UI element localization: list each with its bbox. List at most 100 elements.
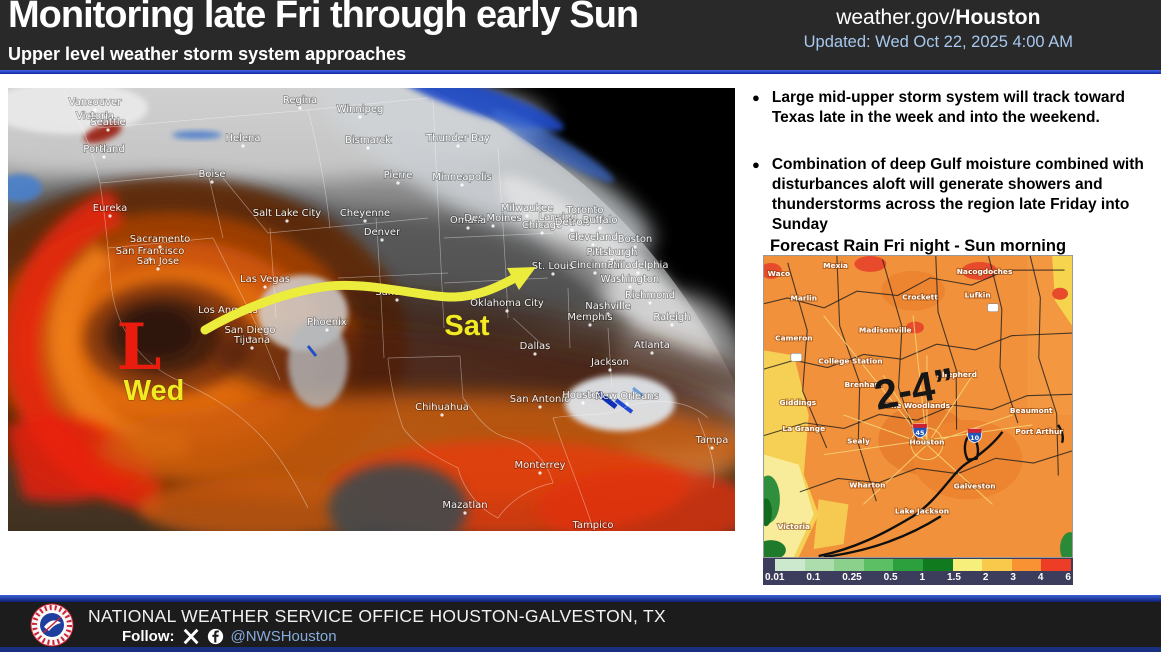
city-label: Denver [364, 227, 401, 238]
city-label: Nacogdoches [957, 267, 1013, 276]
city-label: Thunder Bay [425, 133, 490, 144]
state-borders [62, 87, 715, 529]
wed-label: Wed [124, 375, 185, 407]
city-label: Lansing [539, 212, 578, 223]
scale-label: 2 [982, 572, 989, 583]
city-dot [581, 401, 585, 405]
city-dot [241, 144, 245, 148]
city-dot [106, 128, 110, 132]
city-dot [380, 238, 384, 242]
footer-bottom-divider [0, 647, 1161, 652]
city-label: Lake Jackson [895, 506, 949, 515]
city-dot [108, 214, 112, 218]
city-label: Brenham [844, 380, 882, 389]
city-label: Omaha [450, 215, 486, 226]
bullet-icon: ● [752, 90, 760, 105]
city-dot [591, 243, 595, 247]
city-dot [456, 144, 460, 148]
city-label: Regina [283, 95, 317, 106]
city-dot [525, 214, 529, 218]
scale-label: 6 [1065, 572, 1071, 583]
scale-label: 3 [1010, 572, 1016, 583]
city-label: Seattle [90, 117, 125, 128]
bullet-text: Combination of deep Gulf moisture combin… [771, 156, 1144, 233]
southern-bands [98, 275, 774, 553]
site-regular: weather.gov/ [836, 6, 956, 29]
scale-label: 1.5 [947, 572, 961, 583]
sat-label: Sat [444, 310, 489, 342]
city-label: Galveston [954, 481, 996, 490]
city-dot [533, 352, 537, 356]
city-label: Crockett [902, 293, 938, 302]
city-dot [538, 471, 542, 475]
scale-segment [952, 559, 983, 571]
us-highway-shield [987, 303, 999, 312]
city-dot [263, 285, 267, 289]
scale-label: 0.01 [765, 572, 785, 583]
website-url: weather.gov/Houston [804, 6, 1073, 30]
scale-segment [775, 559, 805, 571]
city-dot [598, 226, 602, 230]
city-label: Oklahoma City [470, 298, 544, 309]
city-label: Boise [198, 169, 225, 180]
city-label: Des Moines [464, 213, 521, 224]
city-label: Las Vegas [240, 274, 290, 285]
bullet-text: Large mid-upper storm system will track … [771, 89, 1126, 126]
city-dot [610, 258, 614, 262]
city-label: St. Louis [532, 261, 574, 272]
city-dot [395, 298, 399, 302]
city-label: Cameron [775, 333, 812, 342]
city-label: Helena [225, 133, 260, 144]
interstate-10: 10 [970, 434, 979, 442]
interstate-45: 45 [916, 429, 925, 437]
city-label: San Diego [224, 325, 275, 336]
city-label: San Jose [137, 256, 179, 267]
city-dot [463, 511, 467, 515]
scale-segment [922, 559, 953, 571]
city-label: Tampico [571, 520, 613, 531]
city-dot [588, 323, 592, 327]
scale-label: 0.25 [842, 572, 862, 583]
forecast-rain-map: 45 10 Waco Mexia Marlin Crockett Nacogdoches… [738, 229, 1082, 564]
scale-label: 0.1 [806, 572, 821, 583]
city-label: Pittsburgh [587, 247, 638, 258]
city-label: Marlin [791, 294, 817, 303]
city-label: Buffalo [582, 215, 617, 226]
city-label: Victoria [778, 522, 810, 531]
city-label: Cleveland [568, 232, 618, 243]
scale-label: 0.5 [883, 572, 898, 583]
scale-label: 1 [919, 572, 926, 583]
scale-tick-labels: 0.01 0.1 0.25 0.5 1 1.5 2 3 4 6 [763, 571, 1073, 584]
city-label: Wharton [849, 480, 885, 489]
city-label: San Antonio [510, 394, 570, 405]
city-label: Shepherd [937, 370, 977, 379]
city-dot [148, 257, 152, 261]
city-label: Lufkin [965, 291, 991, 300]
scale-segment [893, 559, 923, 571]
city-dot [93, 108, 97, 112]
city-label: Dallas [520, 341, 551, 352]
rain-map-title: Forecast Rain Fri night - Sun morning [769, 237, 1067, 255]
city-dot [636, 271, 640, 275]
city-label: Victoria [76, 111, 114, 122]
city-label: Mexia [823, 261, 848, 270]
city-label: Richmond [625, 290, 675, 301]
footer-bar: NATIONAL WEATHER SERVICE OFFICE HOUSTON-… [0, 595, 1161, 652]
city-label: Bismarck [345, 135, 391, 146]
city-dot [460, 183, 464, 187]
facebook-icon [207, 628, 224, 645]
satellite-water-vapor-map: Vancouver Victoria Seattle Portland Boise Hel… [0, 63, 774, 553]
city-label: Atlanta [634, 340, 670, 351]
follow-label: Follow: [122, 628, 175, 645]
header-divider [0, 70, 1161, 74]
city-dot [156, 267, 160, 271]
city-dot [358, 115, 362, 119]
city-label: Milwaukee [501, 203, 554, 214]
scale-segment [1041, 559, 1071, 571]
footer-top-divider [0, 595, 1161, 602]
city-dot [210, 180, 214, 184]
city-label: Toronto [566, 205, 604, 216]
scale-segment [982, 559, 1012, 571]
city-dot [325, 328, 329, 332]
city-label: Sacramento [130, 234, 190, 245]
